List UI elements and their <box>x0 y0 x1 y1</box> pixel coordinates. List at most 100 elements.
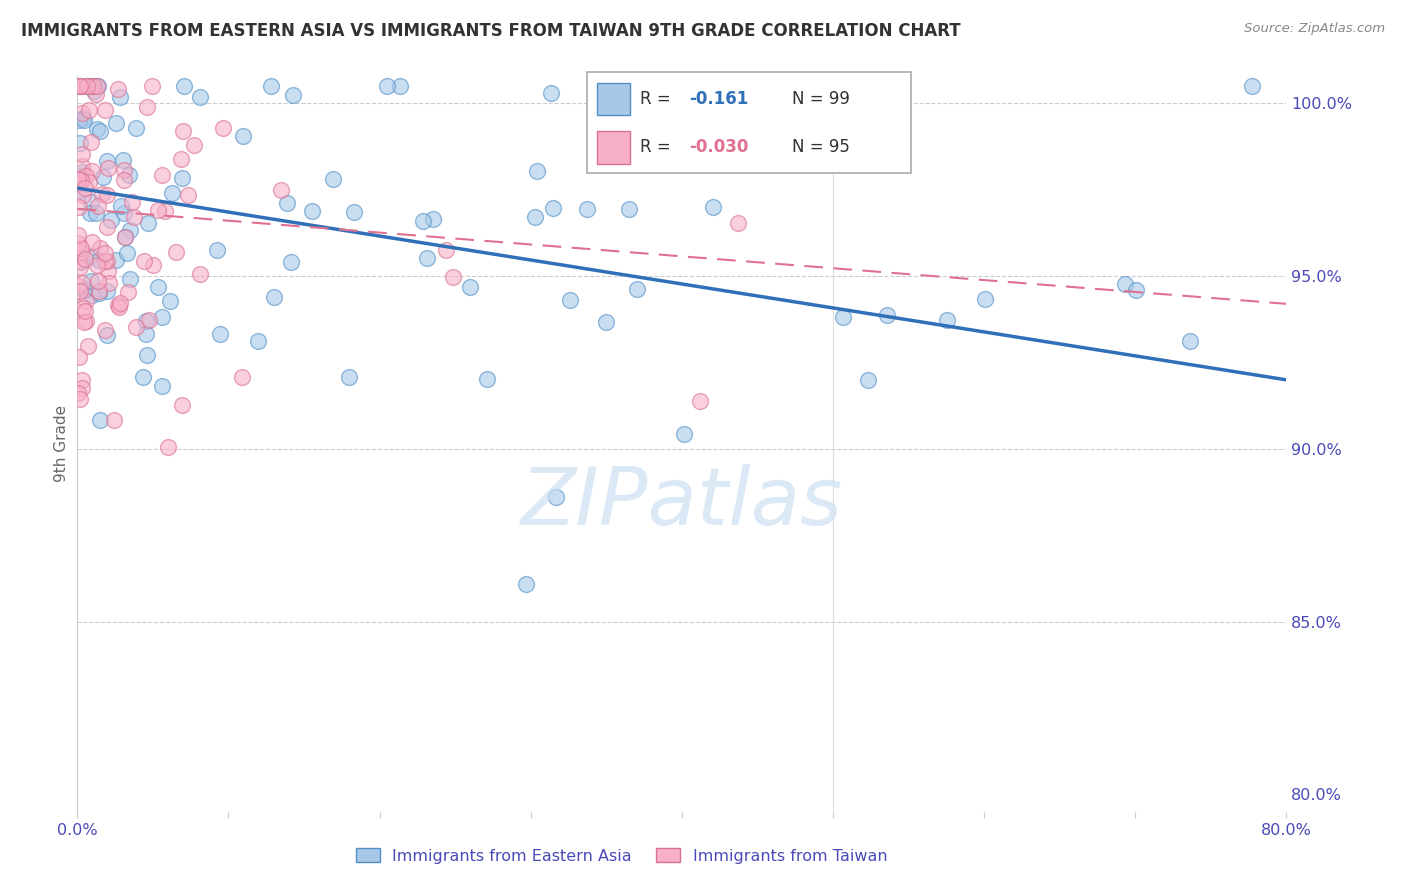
Point <box>159 293 181 308</box>
Point <box>79 206 101 220</box>
Point <box>117 285 139 299</box>
Point <box>1114 277 1136 291</box>
Point <box>543 201 565 215</box>
Point <box>67 228 90 243</box>
Point <box>375 79 398 94</box>
Point <box>858 373 880 387</box>
Point <box>281 87 304 102</box>
Point <box>77 175 100 189</box>
Text: N = 95: N = 95 <box>792 138 849 156</box>
Point <box>672 427 695 442</box>
Point <box>69 136 91 150</box>
Point <box>118 168 141 182</box>
Point <box>83 79 105 94</box>
Point <box>343 204 366 219</box>
Point <box>138 313 160 327</box>
Point <box>576 202 599 216</box>
Point <box>260 79 283 94</box>
Point <box>87 274 110 288</box>
Point <box>96 187 118 202</box>
Point <box>89 124 111 138</box>
Point <box>67 385 90 400</box>
Point <box>69 176 91 190</box>
Point <box>208 326 231 341</box>
Point <box>141 79 163 94</box>
Text: -0.161: -0.161 <box>689 90 748 108</box>
Point <box>165 245 187 260</box>
Point <box>108 300 131 314</box>
Point <box>118 271 141 285</box>
Point <box>1125 283 1147 297</box>
Point <box>97 264 120 278</box>
Point <box>70 159 93 173</box>
Point <box>79 249 101 263</box>
Point <box>162 186 184 201</box>
Point <box>183 138 205 153</box>
Point <box>67 113 90 128</box>
Point <box>70 106 93 120</box>
Point <box>93 323 115 337</box>
Point <box>136 216 159 230</box>
Point <box>76 79 98 94</box>
Point <box>73 180 96 194</box>
Point <box>82 79 104 94</box>
Point <box>114 229 136 244</box>
Point <box>170 170 193 185</box>
Text: N = 99: N = 99 <box>792 90 849 108</box>
Point <box>72 112 94 126</box>
Point <box>416 251 439 265</box>
Point <box>72 187 94 202</box>
Point <box>89 253 111 268</box>
Point <box>263 290 285 304</box>
Point <box>546 490 568 504</box>
Point <box>70 381 93 395</box>
Point <box>76 339 98 353</box>
Point <box>84 206 107 220</box>
Point <box>270 183 292 197</box>
Point <box>69 284 91 298</box>
Point <box>152 310 174 325</box>
Point <box>280 255 302 269</box>
Point <box>212 121 235 136</box>
Point <box>132 253 155 268</box>
Point <box>72 301 94 315</box>
Point <box>114 230 136 244</box>
Point <box>73 282 96 296</box>
Point <box>76 79 98 94</box>
Point <box>67 200 90 214</box>
Point <box>89 241 111 255</box>
Point <box>107 82 129 96</box>
Point <box>69 79 91 94</box>
Point <box>190 267 212 281</box>
Point <box>322 171 344 186</box>
Point <box>67 279 90 293</box>
Point <box>727 216 749 230</box>
Point <box>80 235 103 249</box>
Point <box>69 260 91 275</box>
Bar <box>596 83 630 115</box>
Point <box>337 370 360 384</box>
Text: ZIPatlas: ZIPatlas <box>520 464 844 541</box>
Point <box>69 79 91 94</box>
Point <box>136 100 159 114</box>
Point <box>188 90 211 104</box>
Point <box>96 254 118 268</box>
Point <box>73 283 96 297</box>
Point <box>146 280 169 294</box>
Point <box>1241 79 1264 94</box>
Point <box>89 413 111 427</box>
Point <box>422 211 444 226</box>
Point <box>935 313 957 327</box>
Point <box>617 202 640 216</box>
Point <box>96 327 118 342</box>
Point <box>276 195 298 210</box>
Point <box>87 285 110 300</box>
Point <box>301 204 323 219</box>
Point <box>524 210 547 224</box>
Point <box>70 165 93 179</box>
Point <box>67 350 90 364</box>
Text: R =: R = <box>640 90 671 108</box>
Text: IMMIGRANTS FROM EASTERN ASIA VS IMMIGRANTS FROM TAIWAN 9TH GRADE CORRELATION CHA: IMMIGRANTS FROM EASTERN ASIA VS IMMIGRAN… <box>21 22 960 40</box>
Point <box>458 280 481 294</box>
Point <box>135 327 157 342</box>
